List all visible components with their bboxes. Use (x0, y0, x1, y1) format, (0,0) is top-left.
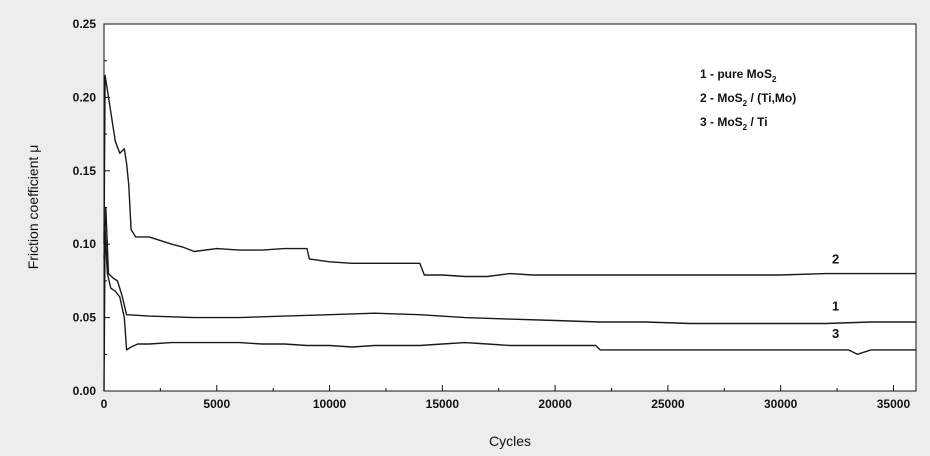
y-tick-label: 0.20 (73, 90, 97, 104)
series-2-line (103, 74, 916, 278)
legend-entry-subscript: 2 (743, 123, 748, 132)
y-axis-ticks: 0.00 0.05 0.10 0.15 0.20 0.25 (73, 17, 110, 398)
curve-label-1: 1 (832, 298, 839, 313)
legend-entry-3: 3 - MoS2 / Ti (700, 115, 768, 132)
y-axis-title: Friction coefficient μ (25, 145, 41, 270)
x-axis-ticks: 0 5000 10000 15000 20000 25000 30000 35000 (101, 385, 911, 411)
legend-entry-text: 1 - pure MoS (700, 67, 772, 81)
legend-entry-text: 3 - MoS (700, 115, 743, 129)
series-layer (103, 74, 916, 392)
y-tick-label: 0.00 (73, 384, 97, 398)
curve-label-2: 2 (832, 251, 839, 266)
x-tick-label: 10000 (313, 397, 347, 411)
legend-entry-suffix: / (Ti,Mo) (747, 91, 796, 105)
x-axis-title: Cycles (489, 433, 531, 449)
x-tick-label: 20000 (538, 397, 572, 411)
x-tick-label: 15000 (426, 397, 460, 411)
y-tick-label: 0.25 (73, 17, 97, 31)
x-tick-label: 35000 (877, 397, 911, 411)
x-tick-label: 5000 (203, 397, 230, 411)
x-tick-label: 0 (101, 397, 108, 411)
plot-background (104, 24, 916, 391)
x-tick-label: 30000 (764, 397, 798, 411)
legend-entry-suffix: / Ti (747, 115, 767, 129)
curve-label-3: 3 (832, 326, 839, 341)
legend-entry-subscript: 2 (772, 75, 777, 84)
y-tick-label: 0.15 (73, 164, 97, 178)
legend-entry-subscript: 2 (743, 99, 748, 108)
legend-entry-text: 2 - MoS (700, 91, 743, 105)
series-1-line (103, 206, 916, 325)
legend-entry-2: 2 - MoS2 / (Ti,Mo) (700, 91, 796, 108)
series-3-line (103, 228, 916, 392)
legend-entry-1: 1 - pure MoS2 (700, 67, 777, 84)
y-tick-label: 0.10 (73, 237, 97, 251)
x-tick-label: 25000 (651, 397, 685, 411)
y-tick-label: 0.05 (73, 311, 97, 325)
curve-labels: 1 2 3 (832, 251, 839, 341)
